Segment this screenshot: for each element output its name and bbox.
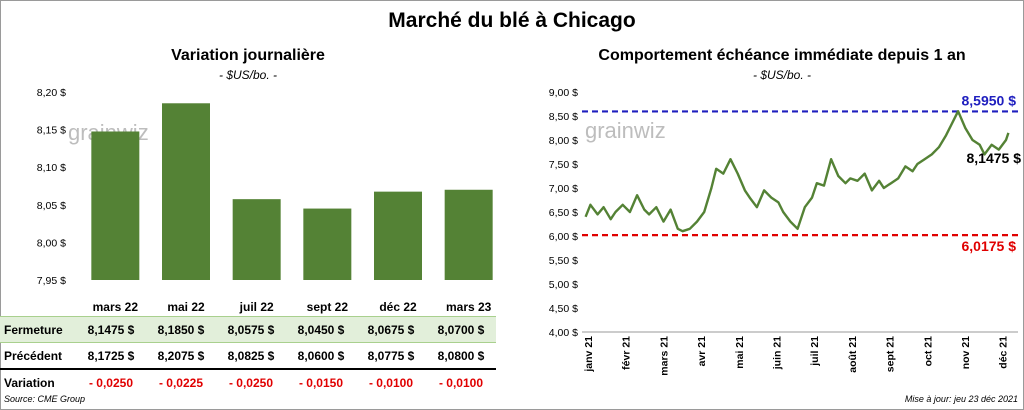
last-value-label: 8,1475 $ xyxy=(967,150,1022,166)
right-panel-title: Comportement échéance immédiate depuis 1… xyxy=(598,47,966,64)
category-label: juil 22 xyxy=(239,300,274,314)
futures-price-table: Fermeture 8,1475 $ 8,1850 $ 8,0575 $ 8,0… xyxy=(0,316,496,395)
y-tick-label: 4,00 $ xyxy=(549,327,578,339)
y-tick-label: 9,00 $ xyxy=(549,87,578,99)
y-tick-label: 4,50 $ xyxy=(549,303,578,315)
price-series-line xyxy=(584,110,1010,233)
x-tick-label: mars 21 xyxy=(658,336,670,376)
y-tick-label: 8,20 $ xyxy=(37,87,66,99)
front-month-line-chart: grainwiz 4,00 $ 4,50 $ 5,00 $ 5,50 $ 6,00 $ 6… xyxy=(549,87,1022,376)
right-panel-subtitle: - $US/bo. - xyxy=(752,68,812,82)
y-tick-label: 8,50 $ xyxy=(549,111,578,123)
y-tick-label: 7,50 $ xyxy=(549,159,578,171)
table-cell: - 0,0100 xyxy=(438,375,484,390)
table-cell: 8,0775 $ xyxy=(356,342,426,370)
left-panel-title: Variation journalière xyxy=(171,47,325,64)
table-cell: - 0,0250 xyxy=(88,375,134,390)
table-cell: 8,0800 $ xyxy=(426,342,496,370)
y-tick-label: 7,95 $ xyxy=(37,275,66,287)
y-tick-label: 8,00 $ xyxy=(37,237,66,249)
table-row-closing: Fermeture 8,1475 $ 8,1850 $ 8,0575 $ 8,0… xyxy=(0,316,496,343)
bar xyxy=(444,189,493,280)
table-cell: 8,1725 $ xyxy=(76,342,146,370)
table-cell: 8,0600 $ xyxy=(286,342,356,370)
low-reference-label: 6,0175 $ xyxy=(962,238,1017,254)
x-tick-label: janv 21 xyxy=(583,336,595,373)
category-label: mars 23 xyxy=(446,300,492,314)
y-tick-label: 8,00 $ xyxy=(549,135,578,147)
table-cell: 8,0825 $ xyxy=(216,342,286,370)
y-tick-label: 6,00 $ xyxy=(549,231,578,243)
high-reference-label: 8,5950 $ xyxy=(962,92,1017,108)
table-row-previous: Précédent 8,1725 $ 8,2075 $ 8,0825 $ 8,0… xyxy=(0,342,496,370)
table-cell: - 0,0150 xyxy=(298,375,344,390)
row-label: Variation xyxy=(4,375,55,390)
y-tick-label: 7,00 $ xyxy=(549,183,578,195)
x-tick-label: nov 21 xyxy=(960,336,972,369)
daily-variation-bar-chart: grainwiz 7,95 $8,00 $8,05 $8,10 $8,15 $8… xyxy=(37,87,493,314)
y-tick-label: 6,50 $ xyxy=(549,207,578,219)
x-tick-label: juil 21 xyxy=(809,336,821,367)
bar xyxy=(374,191,422,280)
table-cell: 8,0675 $ xyxy=(356,316,426,343)
y-tick-label: 8,05 $ xyxy=(37,200,66,212)
table-cell: 8,1850 $ xyxy=(146,316,216,343)
table-cell: 8,0575 $ xyxy=(216,316,286,343)
table-cell: 8,0700 $ xyxy=(426,316,496,343)
table-row-change: Variation - 0,0250 - 0,0225 - 0,0250 - 0… xyxy=(0,369,496,395)
left-panel-subtitle: - $US/bo. - xyxy=(218,68,278,82)
y-tick-label: 8,10 $ xyxy=(37,162,66,174)
page-title: Marché du blé à Chicago xyxy=(388,9,636,32)
update-date: Mise à jour: jeu 23 déc 2021 xyxy=(904,394,1018,404)
table-cell: - 0,0225 xyxy=(158,375,204,390)
x-tick-label: avr 21 xyxy=(696,336,708,367)
y-tick-label: 5,00 $ xyxy=(549,279,578,291)
x-tick-label: août 21 xyxy=(847,336,859,373)
table-cell: - 0,0250 xyxy=(228,375,274,390)
table-cell: 8,0450 $ xyxy=(286,316,356,343)
bar xyxy=(162,103,210,280)
category-label: déc 22 xyxy=(379,300,417,314)
bar xyxy=(303,208,352,280)
category-label: mai 22 xyxy=(167,300,205,314)
table-cell: 8,2075 $ xyxy=(146,342,216,370)
x-tick-label: févr 21 xyxy=(621,336,633,370)
x-tick-label: déc 21 xyxy=(998,336,1010,369)
category-label: mars 22 xyxy=(93,300,139,314)
row-label: Fermeture xyxy=(0,316,76,343)
x-tick-label: mai 21 xyxy=(734,336,746,369)
table-cell: 8,1475 $ xyxy=(76,316,146,343)
source-note: Source: CME Group xyxy=(4,394,86,404)
y-tick-label: 5,50 $ xyxy=(549,255,578,267)
table-cell: - 0,0100 xyxy=(368,375,414,390)
y-tick-label: 8,15 $ xyxy=(37,125,66,137)
x-tick-label: juin 21 xyxy=(771,336,783,370)
bar xyxy=(232,199,281,280)
x-tick-label: oct 21 xyxy=(922,336,934,367)
x-tick-label: sept 21 xyxy=(885,336,897,372)
bar xyxy=(91,131,140,280)
row-label: Précédent xyxy=(0,342,76,370)
category-label: sept 22 xyxy=(307,300,349,314)
grainwiz-watermark: grainwiz xyxy=(585,118,666,143)
